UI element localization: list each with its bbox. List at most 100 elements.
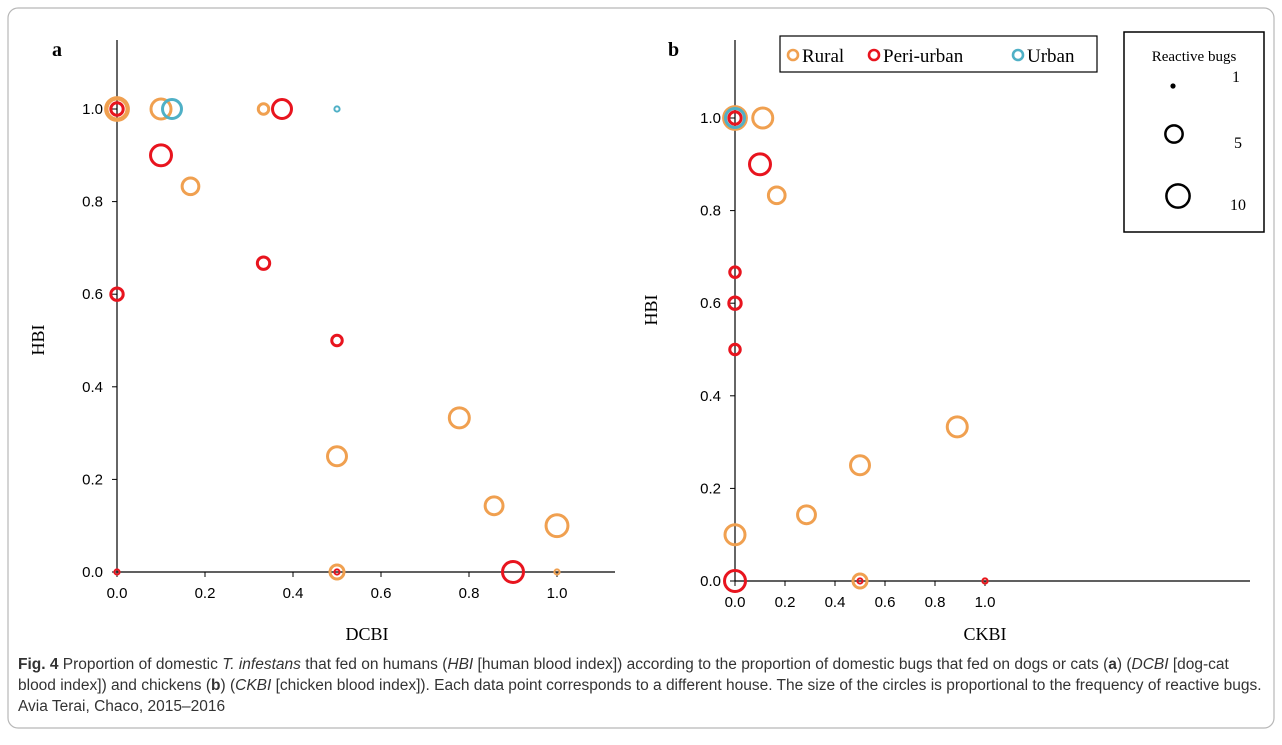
caption-fig-label: Fig. 4 [18,656,59,673]
data-point-rural [447,406,471,430]
data-point-rural [722,105,748,131]
caption-species: T. infestans [222,656,301,673]
x-tick-label-a: 0.4 [283,585,304,602]
caption-text: [dog-cat blood index]) and chickens ( [18,656,1229,694]
y-tick-label-b: 1.0 [700,110,721,127]
figure-caption: Fig. 4 Proportion of domestic T. infesta… [18,654,1268,717]
data-point-rural [105,97,129,121]
data-point-peri-urban [330,333,344,348]
data-point-peri-urban [149,143,173,168]
data-point-rural [796,504,817,526]
x-tick-label-b: 0.6 [875,594,896,611]
data-point-urban [333,105,341,113]
panel-b-chart: b 0.0 0.2 0.4 0.6 0.8 1.0 0.0 0.2 0.4 0.6 0.8 1.0 CKB… [641,39,1250,644]
x-tick-label-a: 0.6 [371,585,392,602]
legend-marker-peri-urban [867,48,881,62]
x-axis-label-a: DCBI [345,624,388,644]
caption-hbi: HBI [447,656,474,673]
data-point-rural [328,563,346,581]
size-legend-marker-5 [1164,124,1184,144]
data-point-peri-urban [501,560,525,584]
data-point-rural [256,102,271,116]
data-point-peri-urban [109,101,125,117]
data-point-rural [180,176,201,197]
y-tick-label-b: 0.4 [700,388,721,405]
size-legend-title: Reactive bugs [1152,49,1237,65]
caption-text: [human blood index]) according to the pr… [473,656,1109,673]
x-tick-label-b: 0.8 [925,594,946,611]
data-point-peri-urban [728,342,742,357]
data-point-peri-urban [113,568,121,576]
legend-marker-urban [1011,48,1025,62]
color-legend: Rural Peri-urban Urban [779,35,1098,73]
data-point-rural [326,445,348,468]
figure-border [7,7,1275,729]
size-legend-label-10: 10 [1230,197,1246,214]
x-tick-label-a: 0.0 [107,585,128,602]
panel-a-chart: a 0.0 0.2 0.4 0.6 0.8 1.0 0.0 0.2 0.4 0.6 0.8 1.0 DCB… [28,39,615,644]
data-point-rural [483,495,505,517]
x-tick-label-a: 0.8 [459,585,480,602]
size-legend-marker-10 [1165,183,1191,209]
data-point-rural [544,513,570,539]
x-tick-label-b: 0.4 [825,594,846,611]
y-axis-label-b: HBI [641,294,661,325]
data-point-urban [724,107,746,129]
caption-text: that fed on humans ( [300,656,448,673]
data-point-rural [723,523,747,547]
x-tick-label-b: 0.0 [725,594,746,611]
y-tick-label-b: 0.0 [700,573,721,590]
y-tick-label-a: 0.2 [82,471,103,488]
caption-text: Proportion of domestic [58,656,223,673]
caption-panel-a: a [1108,656,1117,673]
size-legend: Reactive bugs 1 5 10 [1123,31,1265,233]
data-point-peri-urban [727,110,743,126]
data-point-urban [161,98,183,120]
data-point-peri-urban [255,255,272,271]
data-point-peri-urban [723,569,747,593]
data-point-rural [945,415,969,439]
legend-marker-rural [786,48,800,62]
color-legend-box [779,35,1098,73]
x-tick-label-a: 1.0 [547,585,568,602]
caption-ckbi: CKBI [235,677,272,694]
data-point-rural [766,185,787,206]
size-legend-marker-1 [1170,83,1176,89]
data-point-peri-urban [856,577,864,585]
caption-panel-b: b [211,677,221,694]
data-point-peri-urban [333,568,341,576]
size-legend-box [1123,31,1265,233]
y-tick-label-a: 0.6 [82,286,103,303]
data-point-rural [149,97,173,121]
x-axis-label-b: CKBI [963,624,1006,644]
legend-label-rural: Rural [802,46,844,67]
data-point-rural [851,572,869,590]
caption-text: [chicken blood index]). Each data point … [18,677,1262,715]
y-tick-label-a: 0.4 [82,379,103,396]
y-tick-label-b: 0.2 [700,480,721,497]
caption-text: ) ( [220,677,236,694]
y-axis-label-a: HBI [28,324,48,355]
caption-dcbi: DCBI [1131,656,1169,673]
data-point-rural [553,568,561,576]
data-point-peri-urban [981,577,989,585]
y-tick-label-b: 0.6 [700,295,721,312]
data-point-peri-urban [271,98,293,120]
caption-text: ) ( [1116,656,1132,673]
y-tick-label-a: 0.8 [82,194,103,211]
panel-label-b: b [668,39,679,61]
x-tick-label-a: 0.2 [195,585,216,602]
data-point-peri-urban [727,295,743,311]
data-point-rural [849,454,871,477]
legend-label-urban: Urban [1027,46,1075,67]
size-legend-label-5: 5 [1234,135,1242,152]
data-point-peri-urban [109,286,125,302]
x-tick-label-b: 1.0 [975,594,996,611]
legend-label-peri-urban: Peri-urban [883,46,964,67]
x-tick-label-b: 0.2 [775,594,796,611]
y-tick-label-a: 0.0 [82,564,103,581]
data-point-peri-urban [728,265,742,279]
panel-label-a: a [52,39,62,61]
